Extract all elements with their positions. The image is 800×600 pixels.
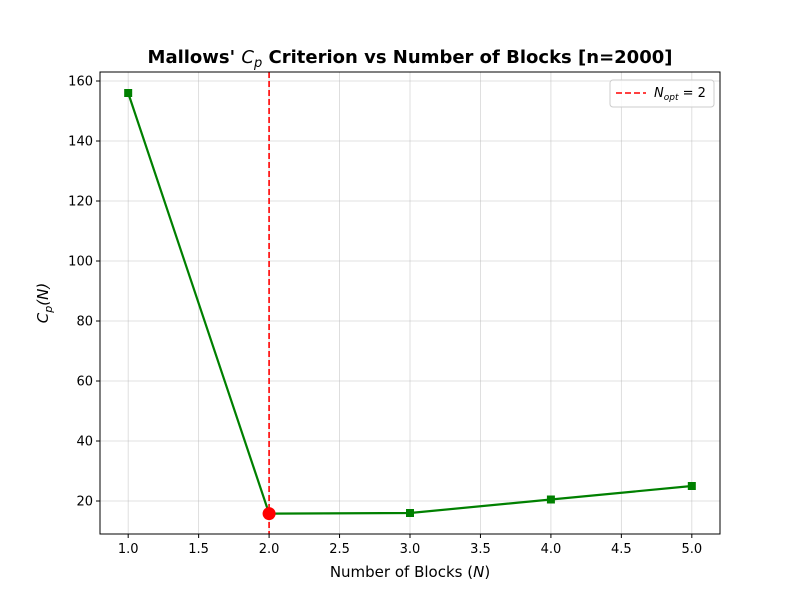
y-tick-label: 40 (76, 435, 93, 450)
y-axis-title: Cp(N) (34, 283, 55, 323)
x-tick-label: 4.0 (541, 542, 562, 557)
data-point-marker (687, 482, 696, 490)
x-tick-label: 5.0 (681, 542, 702, 557)
data-point-marker (406, 509, 414, 517)
data-point-marker (124, 89, 133, 97)
y-tick-label: 160 (68, 75, 93, 90)
y-tick-label: 20 (76, 495, 93, 510)
x-tick-label: 1.5 (188, 542, 209, 557)
x-tick-label: 2.5 (329, 542, 350, 557)
x-tick-label: 4.5 (611, 542, 632, 557)
x-tick-label: 2.0 (259, 542, 280, 557)
legend-label: Nopt = 2 (654, 86, 706, 103)
optimum-point (262, 507, 276, 521)
y-tick-label: 100 (68, 255, 93, 270)
x-axis-title: Number of Blocks (N) (330, 563, 490, 581)
y-tick-label: 120 (68, 195, 93, 210)
x-tick-label: 1.0 (118, 542, 139, 557)
x-axis-ticks: 1.0 1.5 2.0 2.5 3.0 3.5 4.0 4.5 5.0 (118, 534, 702, 557)
y-tick-label: 80 (76, 315, 93, 330)
y-axis-ticks: 20 40 60 80 100 120 140 160 (68, 75, 100, 510)
x-tick-label: 3.5 (470, 542, 491, 557)
chart-title: Mallows' Cp Criterion vs Number of Block… (148, 47, 673, 71)
x-tick-label: 3.0 (400, 542, 421, 557)
y-tick-label: 60 (76, 375, 93, 390)
series-group (124, 89, 696, 521)
y-tick-label: 140 (68, 135, 93, 150)
legend: Nopt = 2 (609, 79, 715, 108)
legend-box (609, 79, 715, 108)
data-point-marker (546, 495, 555, 504)
